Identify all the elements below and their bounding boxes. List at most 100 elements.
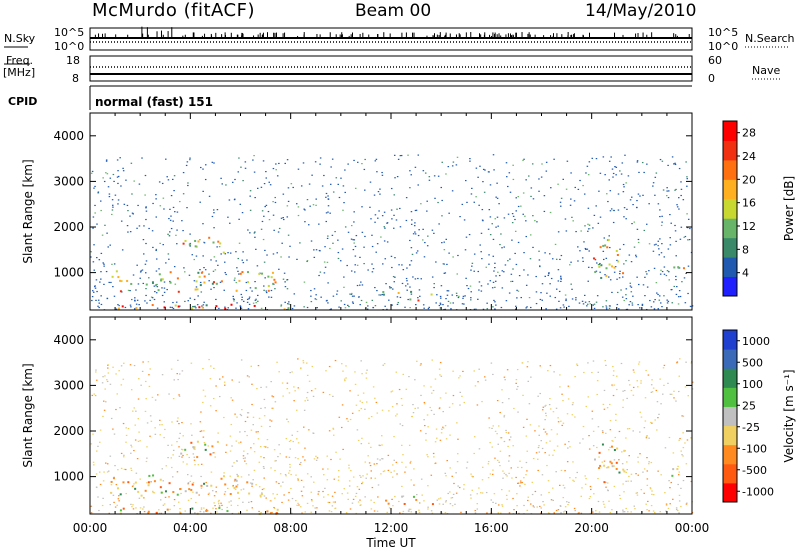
echo-point — [233, 300, 235, 302]
echo-point — [569, 446, 571, 448]
echo-point — [379, 294, 382, 296]
echo-point — [331, 158, 334, 160]
echo-point — [444, 501, 447, 503]
colorbar-swatch — [723, 159, 737, 180]
echo-point — [616, 388, 618, 391]
echo-point — [202, 401, 204, 404]
echo-point — [396, 473, 398, 475]
echo-point — [682, 479, 685, 482]
echo-point — [94, 204, 96, 207]
echo-point — [313, 458, 316, 460]
echo-point — [207, 493, 210, 495]
echo-point — [97, 496, 99, 498]
echo-point — [566, 501, 568, 503]
colorbar-swatch — [723, 198, 737, 219]
echo-point — [466, 284, 468, 287]
echo-point — [498, 203, 500, 205]
echo-point — [527, 361, 529, 363]
echo-point — [219, 281, 222, 283]
echo-point — [270, 296, 273, 298]
echo-point — [354, 271, 356, 273]
echo-point — [348, 305, 350, 308]
echo-point — [256, 388, 258, 390]
echo-point — [179, 511, 181, 513]
echo-point — [461, 303, 464, 305]
echo-point — [208, 492, 211, 494]
echo-point — [324, 246, 326, 248]
echo-point — [303, 426, 305, 428]
echo-point — [231, 399, 234, 401]
echo-point — [492, 501, 494, 503]
echo-point — [171, 306, 173, 309]
echo-point — [249, 190, 252, 192]
echo-point — [509, 191, 512, 193]
echo-point — [176, 441, 178, 443]
echo-point — [437, 201, 439, 204]
echo-point — [225, 444, 228, 446]
echo-point — [450, 497, 453, 499]
echo-point — [110, 417, 113, 420]
echo-point — [501, 401, 504, 404]
echo-point — [457, 485, 459, 487]
echo-point — [405, 219, 408, 222]
echo-point — [527, 380, 530, 382]
echo-point — [678, 474, 680, 476]
echo-point — [112, 206, 114, 208]
echo-point — [611, 291, 613, 294]
echo-point — [178, 373, 181, 375]
echo-point — [625, 471, 628, 473]
echo-point — [381, 171, 383, 174]
echo-point — [390, 391, 393, 393]
echo-point — [615, 461, 618, 464]
echo-point — [171, 466, 173, 469]
echo-point — [306, 306, 309, 309]
echo-point — [169, 306, 172, 308]
echo-point — [155, 248, 158, 251]
echo-point — [251, 485, 253, 487]
echo-point — [189, 480, 192, 483]
echo-point — [240, 293, 243, 296]
echo-point — [611, 440, 613, 442]
echo-point — [552, 411, 555, 413]
echo-point — [116, 176, 119, 178]
echo-point — [505, 474, 507, 476]
echo-point — [285, 475, 287, 477]
echo-point — [384, 305, 386, 307]
echo-point — [650, 504, 653, 507]
echo-point — [462, 295, 465, 297]
echo-point — [451, 165, 454, 167]
echo-point — [583, 241, 585, 243]
echo-point — [252, 443, 255, 445]
echo-point — [422, 304, 425, 306]
echo-point — [150, 420, 153, 422]
echo-point — [555, 258, 558, 260]
echo-point — [213, 212, 215, 214]
echo-point — [125, 427, 127, 429]
echo-point — [238, 279, 241, 282]
echo-point — [691, 305, 694, 307]
echo-point — [102, 262, 104, 264]
echo-point — [492, 373, 494, 376]
echo-point — [592, 227, 594, 229]
colorbar-swatch — [723, 237, 737, 258]
echo-point — [229, 493, 232, 496]
echo-point — [201, 305, 203, 307]
echo-point — [98, 302, 101, 304]
echo-point — [456, 461, 459, 463]
echo-point — [235, 440, 238, 442]
echo-point — [555, 407, 558, 409]
echo-point — [196, 440, 199, 443]
echo-point — [239, 413, 242, 416]
echo-point — [173, 175, 176, 177]
echo-point — [675, 279, 677, 281]
echo-point — [112, 494, 115, 496]
echo-point — [186, 161, 189, 163]
echo-point — [602, 431, 604, 433]
echo-point — [174, 304, 177, 307]
echo-point — [99, 281, 101, 283]
echo-point — [498, 274, 501, 277]
echo-point — [674, 224, 676, 227]
echo-point — [424, 172, 427, 174]
echo-point — [565, 298, 567, 300]
echo-point — [145, 294, 147, 297]
